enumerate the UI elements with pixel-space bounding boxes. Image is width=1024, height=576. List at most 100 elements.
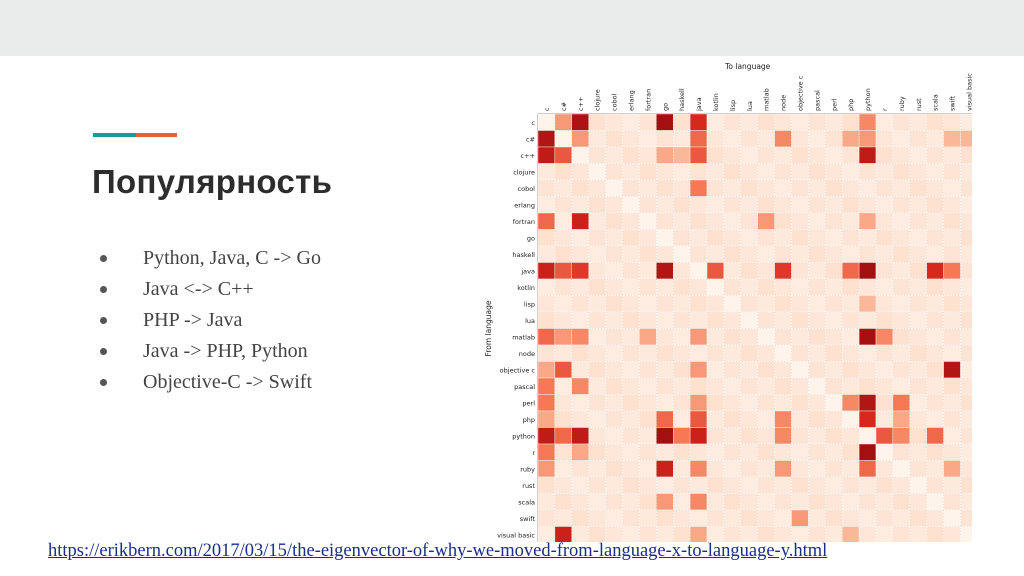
heatmap-cell bbox=[740, 344, 758, 362]
heatmap-cell bbox=[757, 410, 775, 428]
heatmap-cell bbox=[791, 509, 809, 527]
heatmap-cell bbox=[875, 196, 894, 214]
heatmap-cell bbox=[858, 427, 877, 445]
heatmap-cell bbox=[622, 410, 640, 428]
heatmap-cell bbox=[706, 295, 725, 313]
heatmap-cell bbox=[656, 410, 674, 428]
heatmap-cell bbox=[537, 113, 556, 131]
heatmap-cell bbox=[842, 245, 860, 263]
heatmap-cell bbox=[825, 113, 843, 131]
heatmap-cell bbox=[858, 443, 877, 461]
heatmap-cell bbox=[858, 163, 877, 181]
heatmap-cell bbox=[537, 509, 556, 527]
heatmap-cell bbox=[909, 212, 927, 230]
heatmap-cell bbox=[926, 113, 944, 131]
heatmap-cell bbox=[723, 328, 741, 346]
heatmap-cell bbox=[656, 476, 674, 494]
heatmap-cell bbox=[926, 443, 944, 461]
heatmap-cell bbox=[892, 311, 910, 329]
heatmap-cell bbox=[554, 295, 573, 313]
heatmap-cell bbox=[588, 245, 606, 263]
heatmap-cell bbox=[672, 196, 691, 214]
heatmap-cell bbox=[656, 328, 674, 346]
heatmap-cell bbox=[858, 229, 877, 247]
heatmap-cell bbox=[808, 179, 826, 197]
heatmap-cell bbox=[909, 476, 927, 494]
heatmap-cell bbox=[943, 245, 961, 263]
heatmap-cell bbox=[689, 394, 708, 412]
heatmap-cell bbox=[875, 394, 894, 412]
heatmap-cell bbox=[605, 245, 623, 263]
heatmap-cell bbox=[605, 526, 623, 542]
heatmap-cell bbox=[571, 113, 589, 131]
heatmap-cell bbox=[892, 146, 910, 164]
heatmap-cell bbox=[960, 179, 972, 197]
heatmap-cell bbox=[808, 278, 826, 296]
heatmap-cell bbox=[791, 196, 809, 214]
heatmap-cell bbox=[656, 509, 674, 527]
column-label: c# bbox=[560, 102, 568, 111]
heatmap-cell bbox=[774, 493, 792, 511]
heatmap-cell bbox=[842, 427, 860, 445]
heatmap-cell bbox=[943, 427, 961, 445]
heatmap-cell bbox=[892, 113, 910, 131]
heatmap-cell bbox=[588, 295, 606, 313]
heatmap-cell bbox=[960, 410, 972, 428]
heatmap-cell bbox=[943, 526, 961, 542]
heatmap-cell bbox=[639, 245, 657, 263]
heatmap-cell bbox=[588, 493, 606, 511]
heatmap-cell bbox=[875, 476, 894, 494]
heatmap-cell bbox=[588, 311, 606, 329]
heatmap-cell bbox=[808, 328, 826, 346]
heatmap-cell bbox=[672, 163, 691, 181]
heatmap-cell bbox=[689, 328, 708, 346]
heatmap-cell bbox=[791, 328, 809, 346]
heatmap-cell bbox=[740, 262, 758, 280]
column-label: haskell bbox=[678, 88, 686, 111]
heatmap-cell bbox=[689, 113, 708, 131]
heatmap-cell bbox=[537, 328, 556, 346]
row-label: swift bbox=[520, 515, 536, 523]
heatmap-cell bbox=[537, 460, 556, 478]
heatmap-cell bbox=[774, 295, 792, 313]
row-label: python bbox=[512, 432, 535, 440]
heatmap-cell bbox=[656, 493, 674, 511]
heatmap-cell bbox=[723, 410, 741, 428]
heatmap-cell bbox=[622, 344, 640, 362]
heatmap-cell bbox=[639, 460, 657, 478]
heatmap-cell bbox=[588, 113, 606, 131]
heatmap-cell bbox=[926, 278, 944, 296]
heatmap-cell bbox=[960, 361, 972, 379]
heatmap-cell bbox=[554, 311, 573, 329]
heatmap-cell bbox=[757, 278, 775, 296]
heatmap-cell bbox=[943, 361, 961, 379]
heatmap-cell bbox=[571, 476, 589, 494]
column-label: lua bbox=[746, 101, 754, 111]
heatmap-cell bbox=[825, 377, 843, 395]
bullet-text: PHP -> Java bbox=[143, 309, 243, 331]
heatmap-cell bbox=[554, 278, 573, 296]
heatmap-cell bbox=[875, 113, 894, 131]
heatmap-cell bbox=[960, 278, 972, 296]
heatmap-cell bbox=[892, 262, 910, 280]
column-label: php bbox=[847, 99, 855, 111]
heatmap-cell bbox=[639, 212, 657, 230]
source-link[interactable]: https://erikbern.com/2017/03/15/the-eige… bbox=[48, 541, 828, 561]
heatmap-cell bbox=[571, 245, 589, 263]
heatmap-cell bbox=[588, 212, 606, 230]
heatmap-cell bbox=[571, 377, 589, 395]
column-label: c++ bbox=[577, 97, 585, 111]
heatmap-cell bbox=[605, 113, 623, 131]
heatmap-cell bbox=[858, 328, 877, 346]
bullet-list: Python, Java, C -> Go Java <-> C++ PHP -… bbox=[100, 243, 321, 398]
bullet-item: PHP -> Java bbox=[100, 305, 321, 336]
heatmap-cell bbox=[909, 262, 927, 280]
heatmap-cell bbox=[757, 295, 775, 313]
heatmap-cell bbox=[808, 295, 826, 313]
heatmap-cell bbox=[672, 295, 691, 313]
heatmap-cell bbox=[571, 212, 589, 230]
heatmap-cell bbox=[656, 394, 674, 412]
column-label: go bbox=[661, 103, 669, 111]
heatmap-cell bbox=[588, 377, 606, 395]
heatmap-cell bbox=[842, 410, 860, 428]
